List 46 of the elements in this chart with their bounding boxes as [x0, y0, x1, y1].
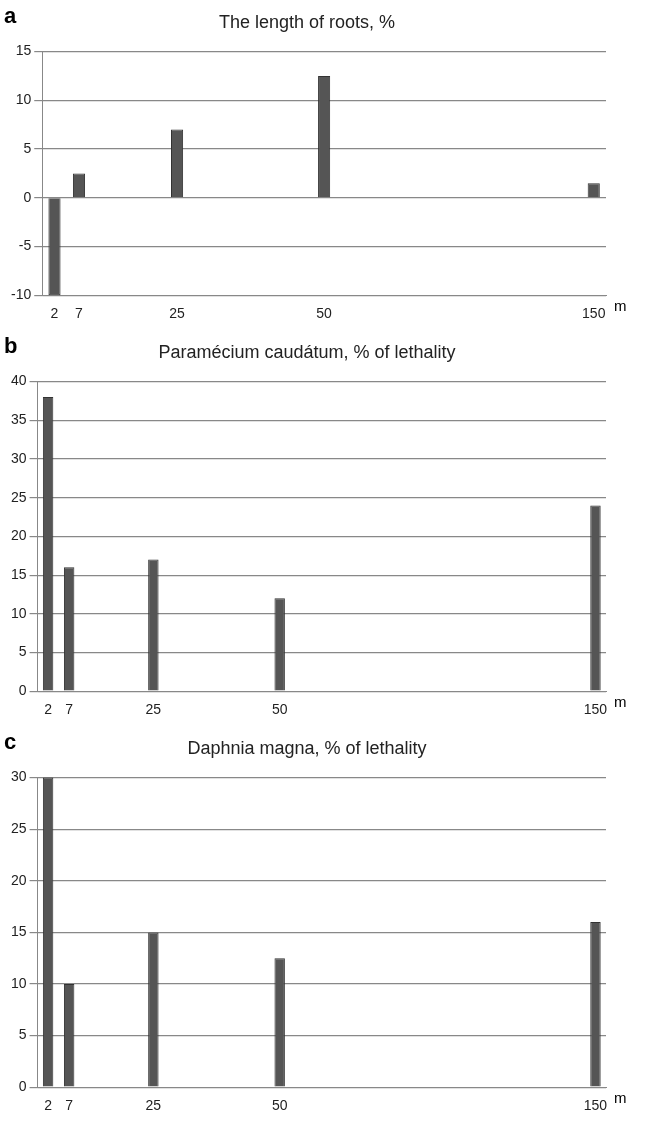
- x-tick-label: 7: [75, 305, 84, 322]
- x-axis-title: m: [614, 693, 627, 711]
- y-tick-label: 0: [18, 1078, 27, 1095]
- y-tick-label: 30: [10, 449, 27, 466]
- y-tick-label: -5: [18, 237, 32, 254]
- x-tick-label: 25: [145, 1097, 162, 1114]
- x-axis-title: m: [614, 1089, 627, 1107]
- y-tick-label: 20: [10, 527, 27, 544]
- x-tick-label: 150: [583, 701, 608, 718]
- y-tick-label: 20: [10, 871, 27, 888]
- x-tick-label: 2: [44, 1097, 53, 1114]
- y-tick-label: 25: [10, 488, 27, 505]
- y-tick-label: 40: [10, 372, 27, 389]
- y-tick-label: 5: [23, 139, 32, 156]
- x-tick-label: 7: [65, 1097, 74, 1114]
- x-tick-label: 25: [169, 305, 186, 322]
- y-tick-label: 35: [10, 411, 27, 428]
- x-tick-label: 50: [271, 1097, 288, 1114]
- text: c: [4, 729, 17, 755]
- y-tick-label: -10: [11, 286, 32, 303]
- y-tick-label: 10: [10, 604, 27, 621]
- x-axis-title: m: [614, 297, 627, 315]
- y-tick-label: 15: [10, 565, 27, 582]
- x-tick-label: 2: [50, 305, 59, 322]
- y-tick-label: 5: [18, 1026, 27, 1043]
- y-tick-label: 0: [18, 682, 27, 699]
- x-tick-label: 50: [316, 305, 333, 322]
- text: b: [4, 333, 18, 359]
- x-tick-label: 50: [271, 701, 288, 718]
- x-tick-label: 7: [65, 701, 74, 718]
- chart-title: Daphnia magna, % of lethality: [187, 737, 427, 758]
- y-tick-label: 25: [10, 820, 27, 837]
- y-tick-label: 10: [15, 91, 32, 108]
- x-tick-label: 25: [145, 701, 162, 718]
- chart-title: Paramécium caudátum, % of lethality: [158, 341, 456, 362]
- x-tick-label: 150: [582, 305, 606, 322]
- y-tick-label: 15: [10, 923, 27, 940]
- y-tick-label: 30: [10, 768, 27, 785]
- y-tick-label: 5: [18, 643, 27, 660]
- y-tick-label: 0: [23, 188, 32, 205]
- x-tick-label: 2: [44, 701, 53, 718]
- chart-title: The length of roots, %: [218, 11, 396, 32]
- x-tick-label: 150: [583, 1097, 608, 1114]
- y-tick-label: 10: [10, 974, 27, 991]
- y-tick-label: 15: [15, 42, 32, 59]
- text: a: [4, 3, 17, 29]
